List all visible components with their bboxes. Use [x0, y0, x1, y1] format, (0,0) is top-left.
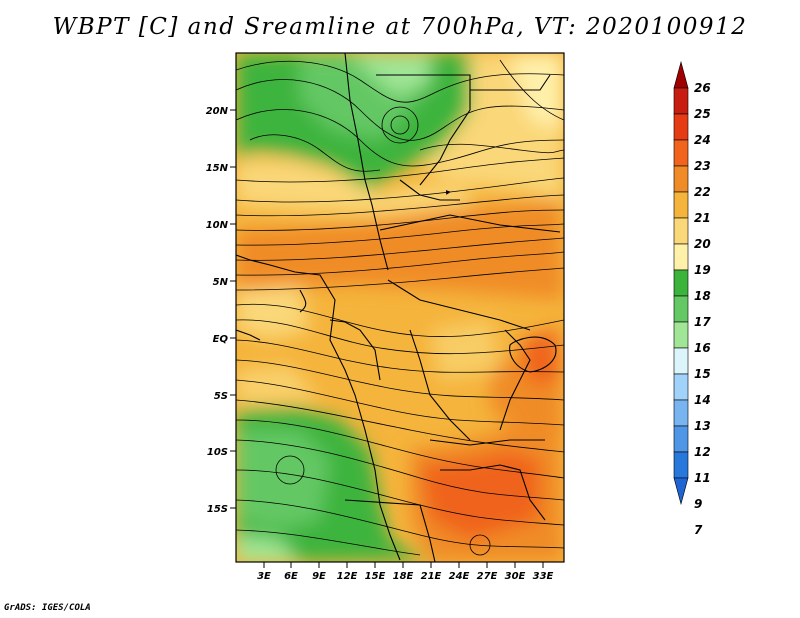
colorbar-swatch	[673, 399, 689, 427]
colorbar-swatch	[673, 269, 689, 297]
colorbar-swatch	[673, 295, 689, 323]
credit-text: GrADS: IGES/COLA	[4, 603, 91, 613]
lon-label: 12E	[337, 571, 358, 582]
wbpt-field	[236, 53, 564, 562]
lat-label: 15N	[206, 163, 229, 174]
colorbar-label: 23	[694, 159, 711, 173]
lat-label: 5S	[214, 391, 228, 402]
lon-label: 3E	[257, 571, 271, 582]
map-frame	[235, 52, 565, 563]
country-borders	[236, 53, 561, 562]
colorbar-label: 7	[694, 523, 703, 537]
colorbar-cap-bottom	[673, 477, 689, 506]
lon-label: 15E	[365, 571, 386, 582]
lat-label: 10S	[207, 447, 228, 458]
colorbar-cap-top	[673, 60, 689, 89]
colorbar-label: 24	[694, 133, 711, 147]
colorbar-swatch	[673, 165, 689, 193]
colorbar-label: 21	[694, 211, 711, 225]
lon-label: 30E	[505, 571, 526, 582]
latitude-axis: 20N 15N 10N 5N EQ 5S 10S 15S	[206, 106, 236, 515]
colorbar-labels: 26 25 24 23 22 21 20 19 18 17 16 15 14 1…	[694, 81, 711, 537]
lon-label: 9E	[312, 571, 326, 582]
colorbar-swatch	[673, 347, 689, 375]
lon-label: 6E	[284, 571, 298, 582]
streamlines	[236, 59, 564, 556]
colorbar-label: 19	[694, 263, 711, 277]
lat-label: 5N	[213, 277, 229, 288]
colorbar-swatch	[673, 425, 689, 453]
lon-label: 27E	[477, 571, 498, 582]
colorbar-label: 22	[694, 185, 711, 199]
colorbar-label: 26	[694, 81, 711, 95]
colorbar-swatch	[673, 451, 689, 479]
colorbar	[673, 60, 689, 506]
colorbar-swatch	[673, 139, 689, 167]
lat-label: 20N	[206, 106, 229, 117]
colorbar-swatch	[673, 87, 689, 115]
colorbar-swatch	[673, 113, 689, 141]
colorbar-label: 11	[694, 471, 711, 485]
colorbar-swatch	[673, 321, 689, 349]
colorbar-swatch	[673, 243, 689, 271]
colorbar-label: 25	[694, 107, 711, 121]
colorbar-label: 13	[694, 419, 711, 433]
lat-label: 10N	[206, 220, 229, 231]
colorbar-swatch	[673, 217, 689, 245]
lon-label: 33E	[533, 571, 554, 582]
map-title: WBPT [C] and Sreamline at 700hPa, VT: 20…	[52, 14, 748, 40]
lon-label: 18E	[393, 571, 414, 582]
colorbar-swatch	[673, 373, 689, 401]
lon-label: 24E	[449, 571, 470, 582]
lat-label: 15S	[207, 504, 228, 515]
colorbar-label: 15	[694, 367, 711, 381]
colorbar-label: 16	[694, 341, 711, 355]
longitude-axis: 3E 6E 9E 12E 15E 18E 21E 24E 27E 30E 33E	[257, 562, 554, 582]
lat-label: EQ	[213, 334, 229, 345]
colorbar-label: 14	[694, 393, 711, 407]
colorbar-swatch	[673, 191, 689, 219]
colorbar-label: 17	[694, 315, 711, 329]
colorbar-label: 12	[694, 445, 711, 459]
colorbar-label: 18	[694, 289, 711, 303]
colorbar-label: 9	[694, 497, 702, 511]
lon-label: 21E	[421, 571, 442, 582]
colorbar-label: 20	[694, 237, 711, 251]
